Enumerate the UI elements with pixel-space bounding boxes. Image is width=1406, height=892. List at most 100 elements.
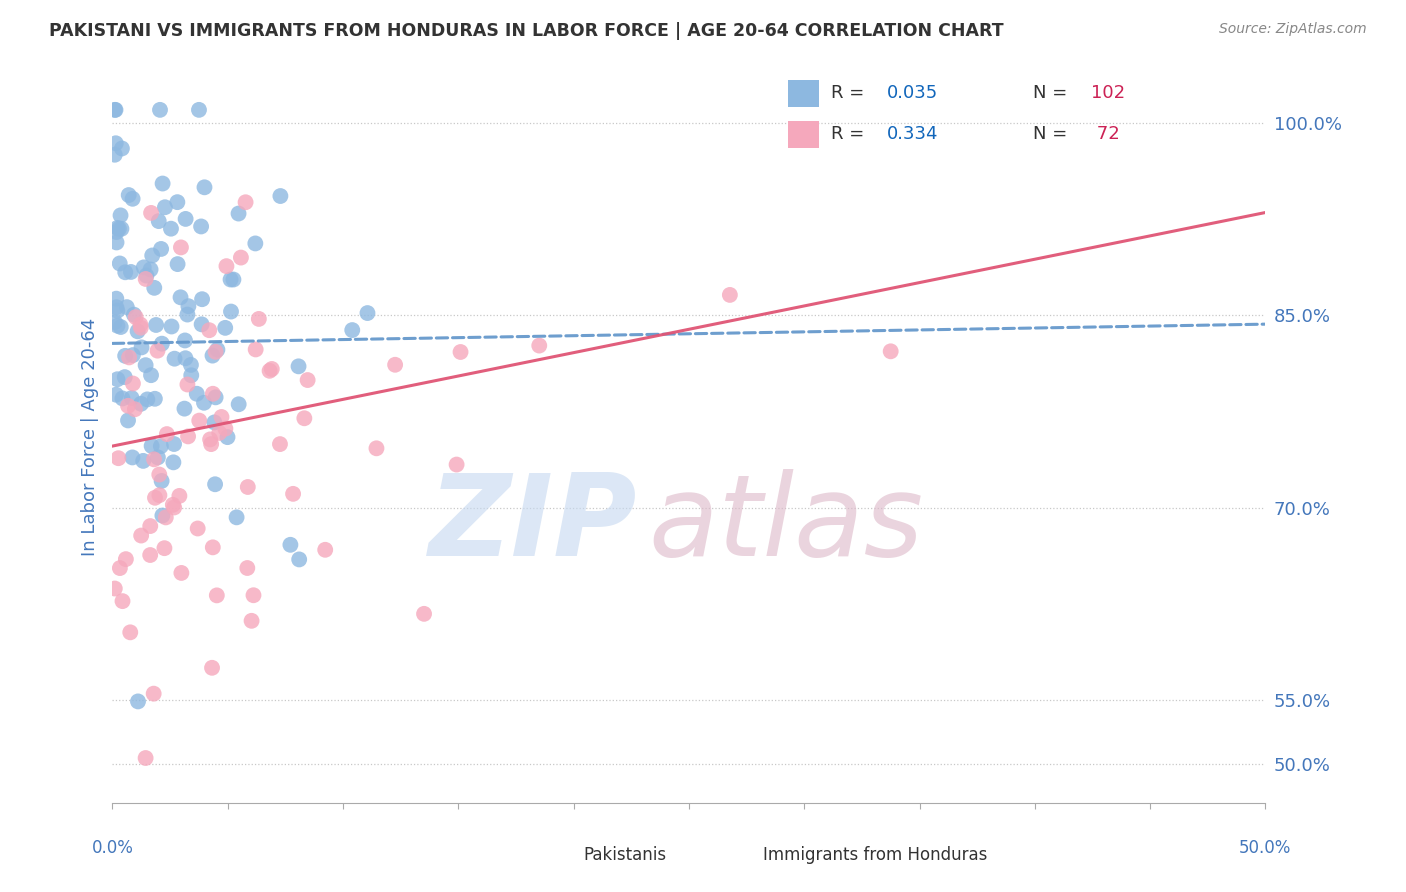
Point: [186, 386, 208, 401]
Point: [174, 334, 197, 348]
Point: [163, 437, 186, 451]
Point: [384, 358, 406, 372]
Point: [139, 548, 162, 562]
Point: [225, 510, 247, 524]
Point: [139, 368, 162, 383]
Point: [114, 349, 136, 363]
Point: [204, 344, 226, 359]
Point: [413, 607, 436, 621]
Point: [105, 292, 128, 306]
Point: [121, 192, 143, 206]
Point: [143, 452, 166, 467]
Point: [150, 336, 173, 351]
Point: [118, 351, 141, 365]
Point: [152, 177, 174, 191]
Point: [148, 214, 170, 228]
Point: [529, 338, 551, 352]
Point: [162, 498, 184, 512]
Bar: [787, 120, 820, 147]
Point: [176, 308, 198, 322]
Point: [288, 552, 311, 566]
Point: [120, 625, 142, 640]
Point: [201, 541, 224, 555]
Point: [150, 508, 173, 523]
Point: [174, 351, 197, 366]
Point: [174, 211, 197, 226]
Point: [135, 751, 157, 765]
Point: [219, 304, 242, 318]
Point: [132, 454, 155, 468]
Point: [190, 318, 212, 332]
Point: [170, 240, 193, 254]
Point: [111, 392, 134, 406]
Point: [114, 370, 136, 384]
Point: [160, 319, 183, 334]
Point: [217, 430, 239, 444]
Point: [149, 103, 172, 117]
Point: [143, 491, 166, 505]
Point: [153, 541, 176, 556]
Point: [204, 477, 226, 491]
Point: [132, 260, 155, 275]
Point: [292, 411, 315, 425]
Point: [111, 141, 134, 155]
Point: [201, 349, 224, 363]
Point: [148, 467, 170, 482]
Point: [269, 437, 291, 451]
Point: [229, 251, 252, 265]
Point: [114, 265, 136, 279]
Point: [228, 206, 250, 220]
Point: [205, 588, 228, 602]
Point: [173, 401, 195, 416]
Point: [141, 248, 163, 262]
Point: [139, 519, 162, 533]
Point: [121, 450, 143, 465]
Point: [104, 147, 127, 161]
Text: Immigrants from Honduras: Immigrants from Honduras: [763, 847, 988, 864]
Point: [146, 450, 169, 465]
Point: [115, 552, 138, 566]
Point: [127, 694, 149, 708]
Point: [214, 422, 236, 436]
Point: [176, 377, 198, 392]
Point: [200, 437, 222, 451]
Point: [105, 300, 128, 314]
Point: [240, 614, 263, 628]
Point: [129, 318, 152, 332]
Point: [245, 343, 267, 357]
Text: 0.334: 0.334: [887, 125, 939, 143]
Point: [141, 439, 163, 453]
Point: [107, 318, 129, 333]
Point: [150, 242, 173, 256]
Point: [356, 306, 378, 320]
Point: [204, 390, 226, 404]
Point: [366, 442, 388, 456]
Point: [153, 200, 176, 214]
Point: [105, 303, 128, 318]
Point: [450, 345, 472, 359]
Point: [180, 358, 202, 372]
Point: [287, 359, 309, 374]
Point: [145, 318, 167, 332]
Point: [193, 180, 215, 194]
Point: [228, 397, 250, 411]
Point: [879, 344, 901, 359]
Text: PAKISTANI VS IMMIGRANTS FROM HONDURAS IN LABOR FORCE | AGE 20-64 CORRELATION CHA: PAKISTANI VS IMMIGRANTS FROM HONDURAS IN…: [49, 22, 1004, 40]
Point: [160, 221, 183, 235]
Point: [163, 500, 186, 515]
Point: [127, 324, 149, 338]
Point: [135, 358, 157, 372]
Point: [131, 340, 153, 354]
Point: [104, 136, 127, 151]
Point: [188, 414, 211, 428]
Y-axis label: In Labor Force | Age 20-64: In Labor Force | Age 20-64: [80, 318, 98, 557]
Point: [207, 343, 229, 357]
Point: [111, 594, 134, 608]
Point: [169, 290, 191, 304]
Text: 102: 102: [1091, 85, 1125, 103]
Point: [143, 281, 166, 295]
Text: N =: N =: [1032, 125, 1073, 143]
Point: [129, 528, 152, 542]
Point: [108, 256, 131, 270]
Point: [190, 219, 212, 234]
